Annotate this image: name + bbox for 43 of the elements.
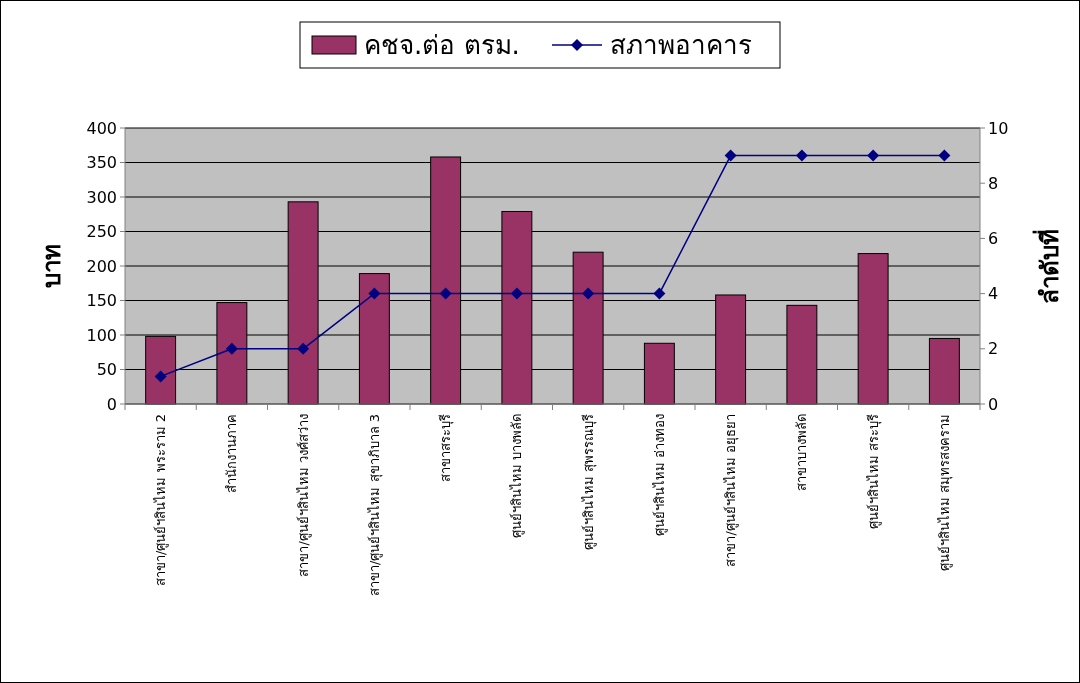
- y-axis-title: บาท: [38, 244, 66, 288]
- x-tick-label: สาขา/ศูนย์ฯสินไหม อยุธยา: [723, 414, 740, 567]
- point: [653, 287, 666, 300]
- point: [154, 370, 167, 383]
- x-tick-label: สาขา/ศูนย์ฯสินไหม พระราม 2: [153, 414, 170, 586]
- x-tick-label: ศูนย์ฯสินไหม สระบุรี: [865, 414, 882, 530]
- point: [938, 149, 951, 162]
- y-tick-label: 150: [86, 291, 117, 311]
- y-tick-label: 400: [86, 118, 117, 138]
- y-tick-label: 300: [86, 187, 117, 207]
- y-tick-label: 350: [86, 153, 117, 173]
- y2-tick-label: 2: [988, 339, 999, 359]
- x-tick-label: ศูนย์ฯสินไหม บางพลัด: [509, 414, 526, 539]
- point: [439, 287, 452, 300]
- y2-tick-label: 8: [988, 173, 999, 193]
- x-tick-label: สาขาบางพลัด: [794, 414, 810, 491]
- y2-tick-label: 0: [988, 394, 999, 414]
- y2-tick-label: 10: [988, 118, 1009, 138]
- x-tick-label: สำนักงานภาค: [224, 414, 240, 493]
- point: [297, 342, 310, 355]
- point: [225, 342, 238, 355]
- x-tick-label: สาขาสระบุรี: [438, 414, 455, 482]
- x-tick-label: ศูนย์ฯสินไหม สมุทรสงคราม: [936, 414, 953, 572]
- point: [795, 149, 808, 162]
- legend-label: คชจ.ต่อ ตรม.: [364, 30, 520, 61]
- x-tick-label: สาขา/ศูนย์ฯสินไหม สุขาภิบาล 3: [366, 414, 383, 596]
- y-tick-label: 100: [86, 325, 117, 345]
- point: [510, 287, 523, 300]
- y2-tick-label: 4: [988, 284, 999, 304]
- x-tick-label: ศูนย์ฯสินไหม อ่างทอง: [651, 414, 668, 537]
- y2-axis-title: ลำดับที่: [1032, 228, 1064, 304]
- x-tick-label: สาขา/ศูนย์ฯสินไหม วงศ์สว่าง: [295, 414, 312, 577]
- x-tick-label: ศูนย์ฯสินไหม สุพรรณบุรี: [580, 414, 597, 551]
- y-tick-label: 50: [96, 360, 117, 380]
- y-tick-label: 0: [106, 394, 117, 414]
- point: [867, 149, 880, 162]
- point: [368, 287, 381, 300]
- point: [724, 149, 737, 162]
- y-tick-label: 250: [86, 222, 117, 242]
- y2-tick-label: 6: [988, 229, 999, 248]
- y-tick-label: 200: [86, 256, 117, 276]
- point: [582, 287, 595, 300]
- legend-label: สภาพอาคาร: [610, 30, 752, 61]
